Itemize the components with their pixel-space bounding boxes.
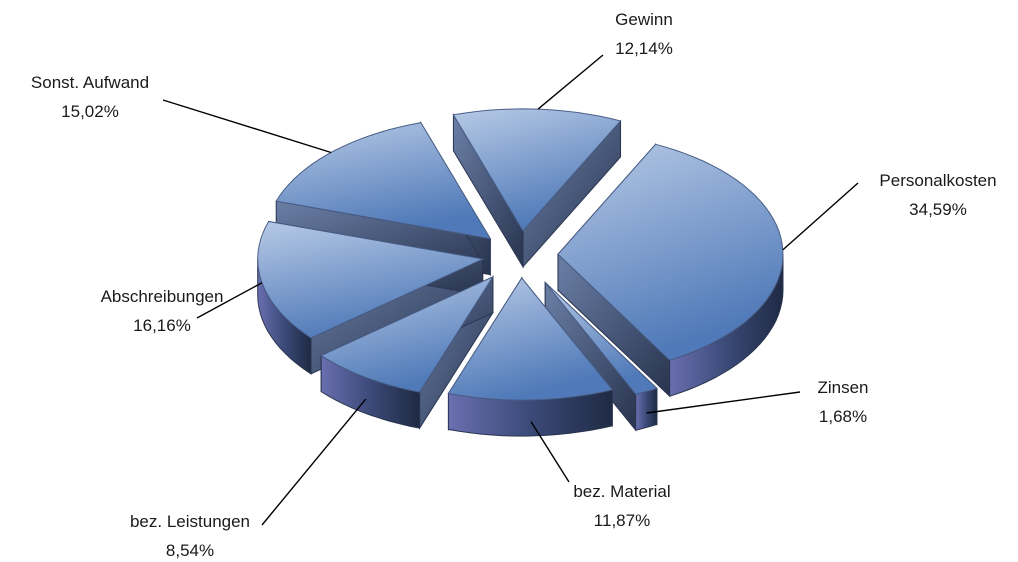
leader-line-bez-material: [530, 421, 570, 483]
slice-label-bez-leistungen: bez. Leistungen: [130, 512, 250, 531]
slice-value-abschreibungen: 16,16%: [133, 316, 191, 335]
slice-label-gewinn: Gewinn: [615, 10, 673, 29]
leader-line-bez-leistungen: [261, 398, 367, 526]
pie-slice-gewinn: [452, 108, 622, 269]
leader-line-gewinn: [537, 54, 604, 110]
leader-line-abschreibungen: [196, 282, 263, 319]
slice-labels: Gewinn 12,14% Personalkosten 34,59% Zinsen 1,…: [31, 10, 997, 560]
pie-slice-personalkosten: [557, 143, 784, 398]
slice-label-sonst-aufwand: Sonst. Aufwand: [31, 73, 149, 92]
slice-label-zinsen: Zinsen: [817, 378, 868, 397]
leader-line-zinsen: [646, 391, 801, 414]
leader-line-personalkosten: [782, 182, 859, 251]
pie-slice-bez-material: [447, 276, 614, 437]
slice-value-personalkosten: 34,59%: [909, 200, 967, 219]
slice-label-personalkosten: Personalkosten: [879, 171, 996, 190]
slice-label-abschreibungen: Abschreibungen: [101, 287, 224, 306]
slice-value-bez-material: 11,87%: [594, 511, 650, 530]
slice-value-sonst-aufwand: 15,02%: [61, 102, 119, 121]
pie-slice-bez-leistungen: [320, 275, 495, 430]
pie-slices: [257, 108, 784, 437]
slice-value-zinsen: 1,68%: [819, 407, 867, 426]
slice-value-bez-leistungen: 8,54%: [166, 541, 214, 560]
leader-line-sonst-aufwand: [162, 99, 332, 154]
slice-label-bez-material: bez. Material: [573, 482, 670, 501]
leader-lines: [162, 54, 859, 526]
slice-value-gewinn: 12,14%: [615, 39, 673, 58]
